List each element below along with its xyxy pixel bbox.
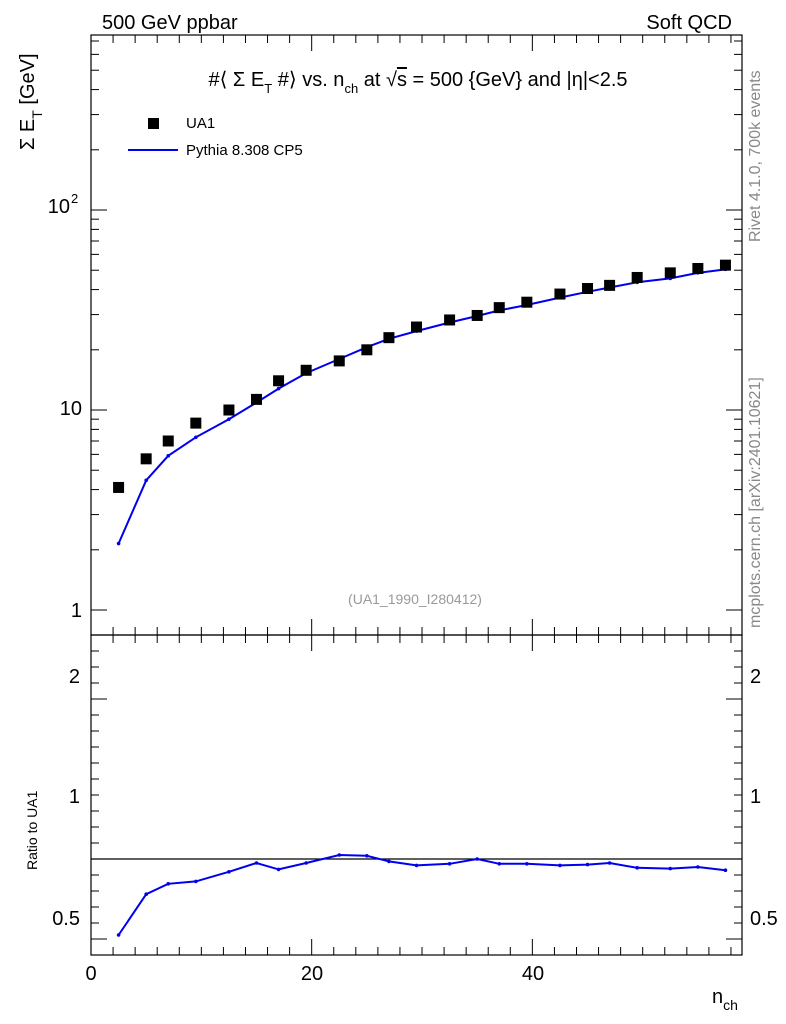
mc-point — [227, 417, 231, 421]
legend-ua1-marker — [148, 118, 159, 129]
title-sqrt: √ — [386, 69, 397, 91]
ua1-marker — [444, 314, 456, 326]
ratio-point — [387, 859, 391, 864]
ratio-point — [194, 879, 198, 884]
ratio-point — [475, 857, 479, 861]
ratio-point — [447, 862, 452, 866]
title-mid: #⟩ vs. n — [272, 69, 344, 91]
title-s: s — [397, 69, 407, 91]
mc-series-line — [117, 268, 726, 544]
analysis-watermark: (UA1_1990_I280412) — [348, 591, 482, 607]
ua1-marker — [554, 288, 566, 300]
ratio-axis-ticks — [90, 635, 742, 955]
title-sub2: ch — [344, 81, 358, 96]
ratio-ytick-2-left: 2 — [69, 666, 80, 688]
xlabel-sub: ch — [723, 997, 738, 1013]
ua1-marker — [383, 332, 395, 344]
ylabel-unit: [GeV] — [17, 53, 39, 110]
ratio-point — [414, 863, 419, 868]
ytick-label-100-exp: 2 — [71, 191, 78, 206]
ratio-ylabel: Ratio to UA1 — [24, 790, 40, 870]
ratio-point — [607, 861, 612, 865]
ratio-series-line — [117, 853, 726, 936]
mc-point — [144, 478, 148, 483]
ratio-point — [635, 866, 639, 870]
ratio-point — [525, 862, 529, 866]
ua1-marker — [411, 321, 422, 333]
ylabel-main: Σ E — [17, 119, 39, 150]
ratio-data-layer — [116, 853, 728, 937]
ratio-point — [166, 882, 171, 886]
ratio-ytick-2-right: 2 — [750, 666, 761, 688]
ratio-point — [558, 863, 562, 868]
ua1-marker — [719, 259, 731, 271]
ua1-marker — [361, 344, 373, 356]
ytick-label-100-base: 10 — [48, 196, 70, 218]
ratio-point — [276, 867, 281, 872]
legend-mc-label: Pythia 8.308 CP5 — [186, 142, 303, 159]
ylabel-sub: T — [29, 110, 45, 119]
ratio-ytick-0.5-left: 0.5 — [52, 908, 80, 930]
ua1-marker — [521, 296, 533, 308]
ratio-point — [337, 853, 342, 857]
ua1-marker — [300, 364, 312, 376]
title-post: at — [358, 69, 386, 91]
ratio-panel-frame — [90, 634, 743, 956]
title-tail: = 500 {GeV} and |η|<2.5 — [407, 69, 628, 91]
rivet-label: Rivet 4.1.0, 700k events — [747, 70, 764, 242]
ratio-point — [497, 862, 502, 866]
ratio-ytick-1-right: 1 — [750, 786, 761, 808]
ua1-marker — [113, 481, 125, 493]
ua1-marker — [493, 302, 505, 314]
xlabel-main: n — [712, 986, 723, 1008]
main-ylabel: Σ ET [GeV] — [17, 53, 45, 150]
mc-point — [166, 454, 171, 458]
main-axis-ticks — [90, 35, 742, 635]
ratio-point — [723, 868, 728, 872]
ua1-marker — [140, 453, 152, 465]
legend-ua1-label: UA1 — [186, 115, 215, 132]
ratio-point — [696, 865, 700, 869]
ua1-marker — [162, 435, 174, 447]
ratio-ytick-1-left: 1 — [69, 786, 80, 808]
ua1-marker — [631, 271, 643, 283]
ratio-point — [116, 933, 121, 937]
mc-point — [116, 541, 121, 546]
ratio-point — [668, 866, 673, 871]
ratio-point — [144, 892, 148, 896]
mc-point — [276, 386, 281, 391]
title-sub1: T — [264, 81, 272, 96]
ua1-marker — [604, 279, 616, 291]
ytick-label-10: 10 — [60, 398, 82, 420]
title-prefix: #⟨ Σ E — [208, 69, 264, 91]
xtick-label-0: 0 — [85, 963, 96, 985]
ratio-point — [254, 861, 259, 865]
mc-point — [194, 435, 198, 440]
ytick-100-base: 10 — [48, 196, 70, 218]
header-right: Soft QCD — [646, 12, 732, 34]
ua1-marker — [223, 404, 235, 416]
xtick-label-20: 20 — [301, 963, 323, 985]
ua1-marker — [692, 262, 704, 274]
ratio-point — [227, 870, 231, 874]
ua1-marker — [333, 355, 345, 367]
ytick-label-1: 1 — [71, 600, 82, 622]
header-left: 500 GeV ppbar — [102, 12, 238, 34]
ratio-point — [365, 854, 369, 858]
ua1-marker — [251, 393, 263, 405]
mcplots-label: mcplots.cern.ch [arXiv:2401.10621] — [747, 377, 764, 628]
ratio-point — [585, 862, 590, 867]
main-data-layer — [113, 259, 731, 546]
ratio-xlabel: nch — [712, 986, 738, 1013]
ua1-marker — [582, 283, 594, 295]
ua1-marker — [471, 309, 483, 321]
xtick-label-40: 40 — [522, 963, 544, 985]
ua1-marker — [273, 375, 285, 387]
ratio-ytick-0.5-right: 0.5 — [750, 908, 778, 930]
ratio-point — [304, 861, 308, 865]
main-title: #⟨ Σ ET #⟩ vs. nch at √s = 500 {GeV} and… — [208, 69, 627, 96]
ua1-marker — [664, 267, 676, 279]
ua1-marker — [190, 417, 202, 429]
